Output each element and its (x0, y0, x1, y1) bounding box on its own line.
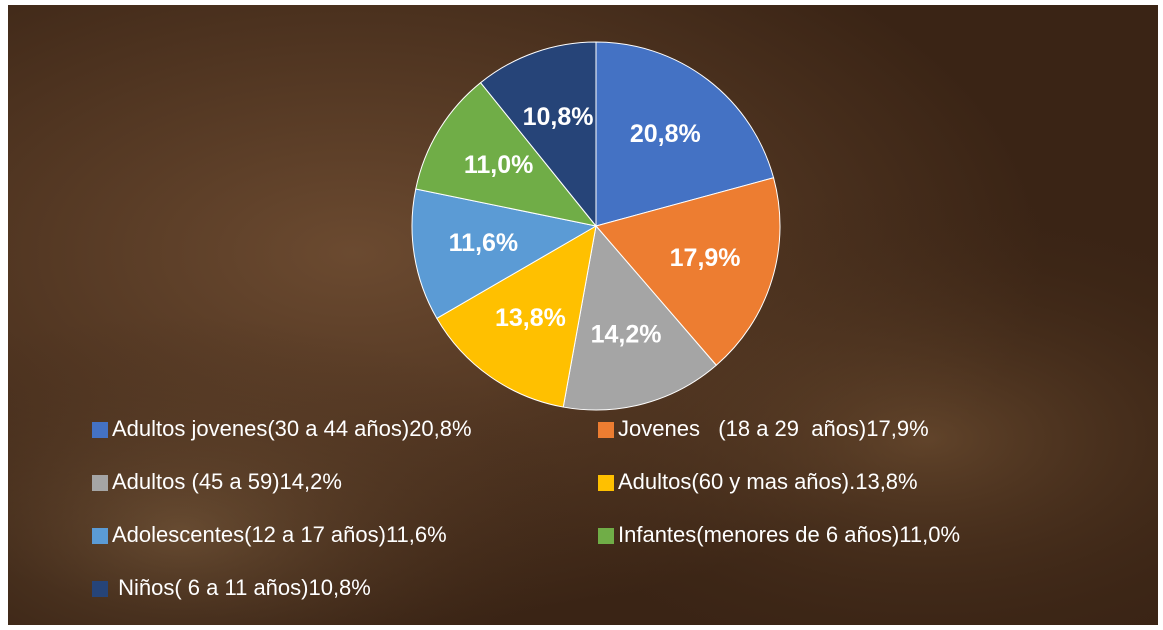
legend-swatch (92, 475, 108, 491)
legend-swatch (92, 528, 108, 544)
legend-label: Adultos (45 a 59)14,2% (112, 469, 342, 494)
legend: Adultos jovenes(30 a 44 años)20,8% Jovene… (92, 416, 960, 600)
legend-label: Jovenes (18 a 29 años)17,9% (618, 416, 929, 441)
pie-slice (479, 41, 597, 228)
legend-swatch (92, 581, 108, 597)
pie-slice (411, 188, 598, 320)
pie-slice (562, 224, 717, 411)
data-label: 14,2% (591, 321, 662, 349)
legend-label: Adultos(60 y mas años).13,8% (618, 469, 918, 494)
data-label: 11,0% (464, 151, 534, 179)
data-label: 17,9% (670, 244, 741, 272)
legend-swatch (598, 475, 614, 491)
data-label: 10,8% (523, 103, 594, 131)
pie-slice (436, 225, 597, 408)
legend-swatch (92, 422, 108, 438)
data-label: 13,8% (495, 304, 566, 332)
legend-label: Adultos jovenes(30 a 44 años)20,8% (112, 416, 472, 441)
pie: 20,8% 17,9% 14,2% 13,8% 11,6% 11,0% 10,8% (411, 41, 781, 411)
legend-label: Adolescentes(12 a 17 años)11,6% (112, 522, 447, 547)
legend-swatch (598, 528, 614, 544)
legend-label: Niños( 6 a 11 años)10,8% (112, 575, 371, 600)
legend-label: Infantes(menores de 6 años)11,0% (618, 522, 960, 547)
data-label: 11,6% (449, 229, 519, 257)
data-label: 20,8% (630, 120, 701, 148)
legend-swatch (598, 422, 614, 438)
pie-slice (415, 81, 598, 227)
pie-slice (595, 41, 775, 227)
pie-slice (595, 177, 781, 366)
